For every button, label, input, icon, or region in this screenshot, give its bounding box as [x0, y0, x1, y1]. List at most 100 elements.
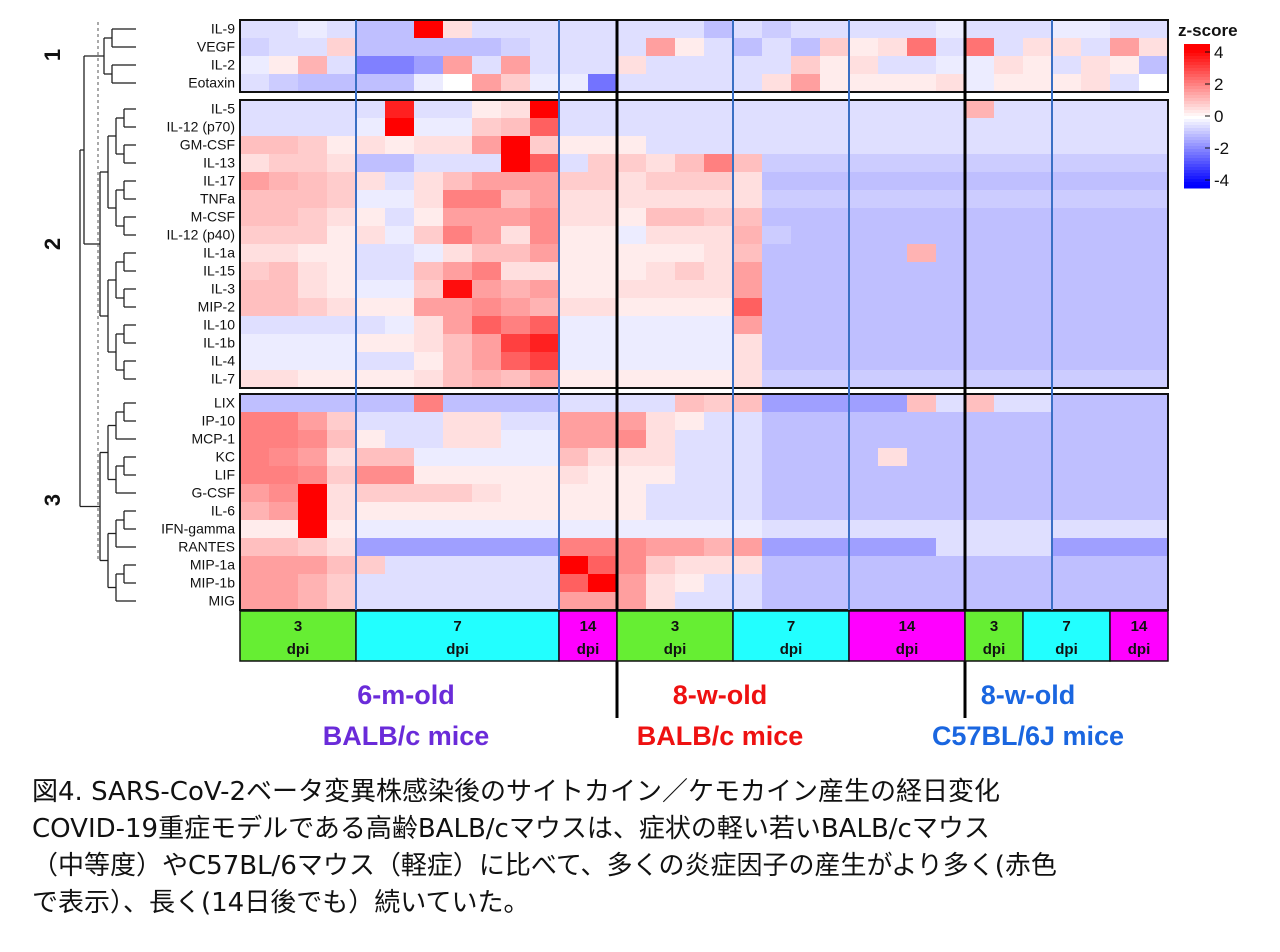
heatmap-cell — [414, 448, 444, 467]
heatmap-cell — [733, 520, 763, 539]
heatmap-cell — [269, 334, 299, 353]
heatmap-cell — [356, 412, 386, 431]
heatmap-cell — [269, 226, 299, 245]
heatmap-cell — [240, 154, 270, 173]
heatmap-cell — [965, 20, 995, 39]
heatmap-cell — [820, 154, 850, 173]
heatmap-cell — [269, 556, 299, 575]
heatmap-cell — [1139, 172, 1169, 191]
heatmap-cell — [907, 20, 937, 39]
legend-tick-label: -2 — [1214, 139, 1229, 158]
heatmap-cell — [530, 190, 560, 209]
heatmap-cell — [733, 592, 763, 611]
heatmap-cell — [356, 556, 386, 575]
legend-tick-label: 4 — [1214, 43, 1223, 62]
heatmap-cell — [1052, 334, 1082, 353]
heatmap-cell — [443, 262, 473, 281]
heatmap-cell — [240, 38, 270, 57]
heatmap-cell — [356, 190, 386, 209]
heatmap-cell — [994, 190, 1024, 209]
heatmap-cell — [530, 244, 560, 263]
heatmap-cell — [965, 466, 995, 485]
heatmap-cell — [1110, 136, 1140, 155]
heatmap-cell — [617, 244, 647, 263]
heatmap-cell — [704, 574, 734, 593]
heatmap-cell — [1081, 466, 1111, 485]
heatmap-cell — [1052, 190, 1082, 209]
heatmap-cell — [327, 20, 357, 39]
heatmap-cell — [269, 466, 299, 485]
heatmap-cell — [617, 262, 647, 281]
heatmap-cell — [559, 100, 589, 119]
dpi-unit-label: dpi — [983, 641, 1006, 658]
heatmap-cell — [588, 520, 618, 539]
heatmap-cell — [1139, 154, 1169, 173]
heatmap-cell — [298, 502, 328, 521]
heatmap-cell — [733, 74, 763, 93]
heatmap-cell — [878, 208, 908, 227]
heatmap-cell — [907, 394, 937, 413]
heatmap-cell — [820, 56, 850, 75]
heatmap-cell — [588, 466, 618, 485]
heatmap-cell — [1081, 574, 1111, 593]
heatmap-cell — [472, 466, 502, 485]
heatmap-cell — [240, 520, 270, 539]
heatmap-cell — [617, 172, 647, 191]
heatmap-cell — [675, 484, 705, 503]
heatmap-cell — [1052, 574, 1082, 593]
heatmap-cell — [472, 538, 502, 557]
heatmap-cell — [443, 38, 473, 57]
heatmap-cell — [646, 430, 676, 449]
heatmap-cell — [965, 484, 995, 503]
heatmap-cell — [588, 74, 618, 93]
heatmap-cell — [530, 394, 560, 413]
heatmap-cell — [762, 592, 792, 611]
heatmap-cell — [1110, 334, 1140, 353]
row-label: MIP-1a — [190, 557, 235, 573]
heatmap-cell — [1139, 226, 1169, 245]
heatmap-cell — [414, 172, 444, 191]
heatmap-cell — [733, 280, 763, 299]
heatmap-cell — [356, 100, 386, 119]
heatmap-cell — [820, 352, 850, 371]
heatmap-cell — [356, 520, 386, 539]
heatmap-cell — [1139, 352, 1169, 371]
heatmap-cell — [530, 136, 560, 155]
heatmap-cell — [849, 592, 879, 611]
heatmap-cell — [1023, 538, 1053, 557]
heatmap-cell — [559, 118, 589, 137]
caption-line-1: 図4. SARS-CoV-2ベータ変異株感染後のサイトカイン／ケモカイン産生の経… — [32, 777, 1001, 807]
heatmap-cell — [443, 244, 473, 263]
heatmap-cell — [617, 38, 647, 57]
heatmap-cell — [559, 56, 589, 75]
dpi-unit-label: dpi — [446, 641, 469, 658]
heatmap-cell — [327, 334, 357, 353]
heatmap-cell — [791, 136, 821, 155]
heatmap-cell — [1081, 38, 1111, 57]
heatmap-cell — [385, 448, 415, 467]
heatmap-cell — [298, 172, 328, 191]
heatmap-cell — [269, 502, 299, 521]
dpi-day-label: 3 — [990, 618, 998, 635]
heatmap-cell — [675, 448, 705, 467]
heatmap-cell — [443, 298, 473, 317]
heatmap-cell — [646, 556, 676, 575]
heatmap-cell — [530, 520, 560, 539]
heatmap-cell — [530, 466, 560, 485]
heatmap-cell — [559, 592, 589, 611]
legend-color-step — [1184, 182, 1210, 186]
heatmap-cell — [298, 100, 328, 119]
heatmap-cell — [501, 352, 531, 371]
heatmap-cell — [443, 74, 473, 93]
heatmap-cell — [298, 484, 328, 503]
heatmap-cell — [849, 448, 879, 467]
heatmap-cell — [1139, 502, 1169, 521]
heatmap-cell — [472, 262, 502, 281]
heatmap-cell — [530, 430, 560, 449]
heatmap-cell — [791, 574, 821, 593]
heatmap-cell — [1052, 484, 1082, 503]
legend-color-step — [1184, 128, 1210, 132]
heatmap-cell — [762, 38, 792, 57]
heatmap-cell — [472, 484, 502, 503]
heatmap-cell — [994, 370, 1024, 389]
